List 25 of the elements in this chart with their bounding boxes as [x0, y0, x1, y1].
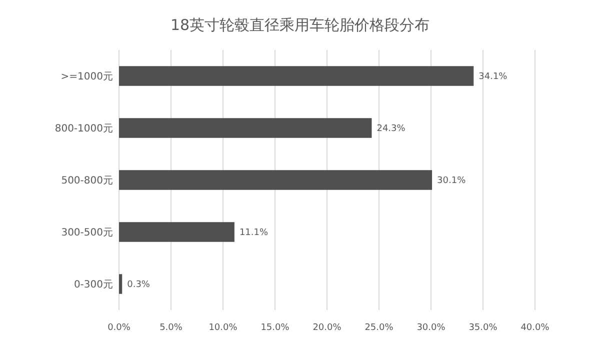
x-tick-label: 30.0% [416, 323, 446, 333]
data-label: 34.1% [478, 72, 508, 82]
x-tick-label: 35.0% [468, 323, 498, 333]
x-tick-label: 0.0% [108, 323, 131, 333]
x-tick-label: 25.0% [364, 323, 394, 333]
bar [119, 274, 122, 294]
x-tick-label: 15.0% [260, 323, 290, 333]
y-tick-label: 500-800元 [61, 176, 113, 186]
bar [119, 66, 474, 86]
y-tick-label: >=1000元 [60, 72, 113, 82]
bar [119, 118, 372, 138]
data-label: 30.1% [437, 176, 466, 186]
x-tick-label: 40.0% [520, 323, 550, 333]
x-tick-label: 20.0% [312, 323, 342, 333]
data-label: 24.3% [376, 124, 406, 134]
x-tick-label: 10.0% [208, 323, 238, 333]
chart-title: 18英寸轮毂直径乘用车轮胎价格段分布 [170, 16, 430, 34]
y-tick-label: 800-1000元 [54, 124, 113, 134]
x-tick-label: 5.0% [160, 323, 183, 333]
y-tick-label: 300-500元 [61, 228, 113, 238]
data-label: 11.1% [239, 228, 268, 238]
data-label: 0.3% [127, 280, 150, 290]
bar [119, 222, 234, 242]
y-tick-label: 0-300元 [74, 280, 113, 290]
bar [119, 170, 432, 190]
